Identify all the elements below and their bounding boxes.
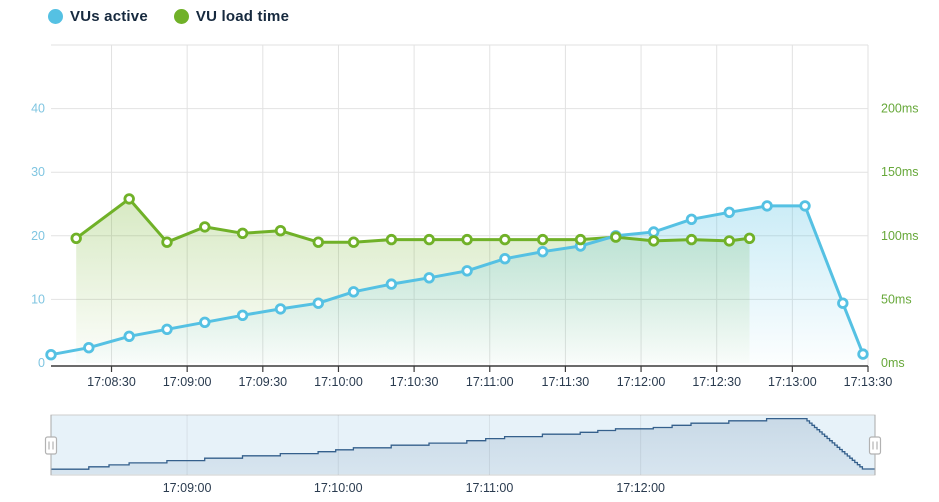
x-axis — [51, 365, 869, 372]
svg-text:17:09:00: 17:09:00 — [163, 375, 212, 389]
legend-item-vu-load-time[interactable]: VU load time — [173, 8, 290, 25]
svg-text:40: 40 — [31, 102, 45, 116]
navigator-area — [51, 418, 875, 474]
svg-text:17:12:30: 17:12:30 — [692, 375, 741, 389]
vu-load-time-dot-icon — [173, 9, 189, 24]
svg-text:20: 20 — [31, 229, 45, 243]
navigator-handle-right[interactable] — [868, 415, 882, 475]
svg-text:17:08:30: 17:08:30 — [87, 375, 136, 389]
svg-text:17:10:30: 17:10:30 — [390, 375, 439, 389]
navigator-handle-left[interactable] — [44, 415, 58, 475]
svg-text:17:10:00: 17:10:00 — [314, 375, 363, 389]
svg-text:150ms: 150ms — [881, 165, 919, 179]
svg-text:17:10:00: 17:10:00 — [314, 481, 363, 495]
svg-text:17:11:30: 17:11:30 — [542, 375, 590, 389]
vus-active-area — [51, 205, 863, 363]
vus-active-markers — [45, 200, 869, 361]
svg-text:17:09:00: 17:09:00 — [163, 481, 212, 495]
vus-active-dot-icon — [48, 9, 63, 24]
svg-text:100ms: 100ms — [881, 229, 919, 243]
svg-text:17:12:00: 17:12:00 — [616, 481, 665, 495]
svg-text:17:13:30: 17:13:30 — [844, 375, 893, 389]
plot-area[interactable] — [51, 45, 868, 366]
svg-text:17:11:00: 17:11:00 — [466, 481, 514, 495]
svg-text:17:11:00: 17:11:00 — [466, 375, 514, 389]
x-axis-labels: 17:08:30 17:09:00 17:09:30 17:10:00 17:10:30… — [87, 375, 892, 389]
svg-text:200ms: 200ms — [881, 102, 919, 116]
legend-label: VU load time — [195, 8, 290, 25]
y-axis-left-labels: 0 10 20 30 40 — [31, 102, 45, 370]
svg-text:30: 30 — [31, 165, 45, 179]
svg-text:10: 10 — [31, 292, 45, 306]
legend-item-vus-active[interactable]: VUs active — [48, 8, 148, 25]
vu-load-time-markers — [70, 193, 756, 248]
legend-label: VUs active — [70, 8, 148, 25]
svg-text:17:12:00: 17:12:00 — [617, 375, 666, 389]
navigator-track[interactable] — [51, 415, 875, 475]
svg-text:50ms: 50ms — [881, 292, 912, 306]
svg-text:0ms: 0ms — [881, 356, 905, 370]
navigator-series-line — [51, 417, 875, 470]
y-axis-right-labels: 0ms 50ms 100ms 150ms 200ms — [881, 102, 919, 370]
svg-text:17:13:00: 17:13:00 — [768, 375, 817, 389]
navigator — [44, 414, 882, 476]
svg-text:17:09:30: 17:09:30 — [238, 375, 287, 389]
navigator-labels: 17:09:00 17:10:00 17:11:00 17:12:00 — [163, 481, 665, 495]
legend: VUs active VU load time — [48, 8, 289, 25]
svg-text:0: 0 — [38, 356, 45, 370]
